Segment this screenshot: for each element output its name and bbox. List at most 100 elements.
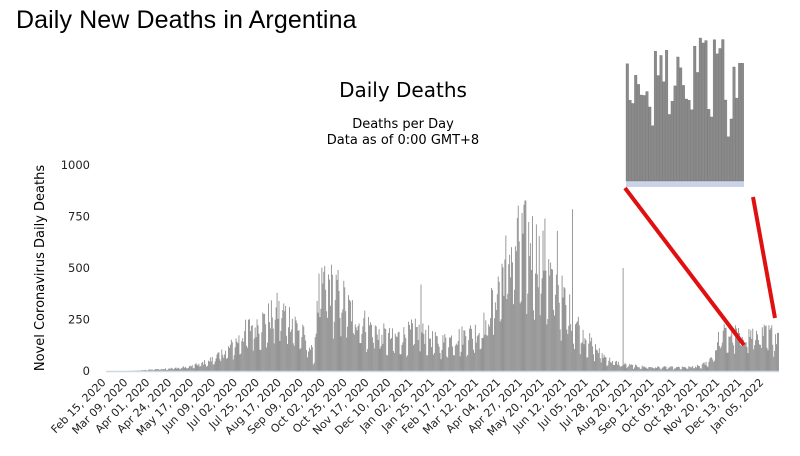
bar: [540, 293, 542, 371]
bar: [348, 295, 349, 371]
bar: [241, 341, 243, 371]
bar: [141, 370, 143, 371]
bar: [472, 338, 473, 371]
bar: [730, 335, 732, 371]
bar: [148, 369, 150, 371]
bar: [590, 341, 592, 371]
bar: [618, 365, 620, 371]
bar: [247, 347, 248, 371]
bar: [272, 328, 274, 371]
bar: [694, 368, 696, 371]
bar: [458, 329, 460, 371]
bar: [180, 368, 182, 371]
bar: [436, 336, 438, 371]
bar: [722, 330, 724, 371]
bar: [500, 319, 502, 371]
bar: [536, 274, 538, 371]
bar: [615, 360, 617, 371]
bar: [697, 365, 699, 371]
bar: [375, 326, 377, 371]
bar: [331, 274, 333, 371]
bar: [283, 303, 285, 371]
bar: [288, 327, 289, 371]
bar: [687, 368, 689, 371]
bar: [764, 326, 766, 371]
bar: [326, 311, 328, 371]
bar: [758, 344, 760, 371]
bar: [385, 328, 387, 371]
bar: [293, 345, 295, 371]
bar: [167, 369, 168, 371]
bar: [627, 366, 629, 371]
bar: [336, 279, 338, 371]
bar: [772, 344, 774, 371]
bar: [568, 325, 570, 371]
bar: [177, 367, 179, 371]
bar: [324, 265, 326, 371]
bar: [492, 290, 493, 371]
bar: [199, 366, 201, 371]
bars: [126, 200, 779, 371]
bar: [566, 329, 568, 371]
bar: [514, 246, 516, 371]
bar: [595, 344, 596, 371]
inset-bar: [687, 100, 691, 182]
bar: [664, 366, 666, 371]
bar: [278, 300, 280, 371]
bar: [769, 329, 771, 371]
bar: [644, 367, 646, 371]
bar: [256, 319, 258, 371]
bar: [515, 251, 517, 371]
bar: [729, 337, 731, 371]
bar: [555, 274, 557, 371]
bar: [231, 342, 233, 371]
bar: [672, 366, 674, 371]
bar: [586, 357, 588, 371]
bar: [327, 317, 329, 371]
bar: [471, 328, 472, 371]
bar: [714, 360, 716, 371]
bar: [597, 353, 599, 371]
bar: [685, 367, 687, 371]
bar: [731, 326, 733, 371]
bar: [668, 367, 670, 371]
bar: [424, 343, 426, 371]
inset-bar: [631, 103, 635, 182]
bar: [393, 352, 395, 371]
bar: [418, 324, 420, 371]
bar: [765, 325, 767, 371]
bar: [155, 368, 157, 371]
bar: [466, 356, 468, 371]
bar: [149, 369, 151, 371]
bar: [440, 359, 442, 371]
bar: [146, 370, 148, 371]
bar: [357, 325, 359, 371]
bar: [456, 344, 458, 371]
bar: [756, 330, 757, 371]
bar: [738, 327, 739, 371]
bar: [482, 337, 484, 371]
bar: [699, 368, 701, 371]
bar: [208, 361, 210, 371]
bar: [754, 345, 756, 371]
bar: [147, 369, 149, 371]
inset-bar: [679, 67, 683, 182]
bar: [221, 349, 223, 371]
bar: [402, 342, 404, 371]
bar: [717, 331, 719, 371]
bar: [390, 339, 391, 371]
bar: [659, 368, 661, 371]
bar: [476, 336, 478, 371]
bar: [677, 366, 678, 371]
bar: [741, 336, 743, 371]
bar: [629, 363, 631, 371]
bar: [425, 329, 427, 371]
bar: [575, 324, 576, 371]
inset-axis-band: [626, 181, 744, 187]
bar: [534, 273, 536, 371]
inset-bar: [670, 101, 674, 182]
bar: [478, 332, 480, 371]
bar: [778, 332, 779, 371]
bar: [181, 367, 183, 371]
bar: [753, 349, 755, 371]
